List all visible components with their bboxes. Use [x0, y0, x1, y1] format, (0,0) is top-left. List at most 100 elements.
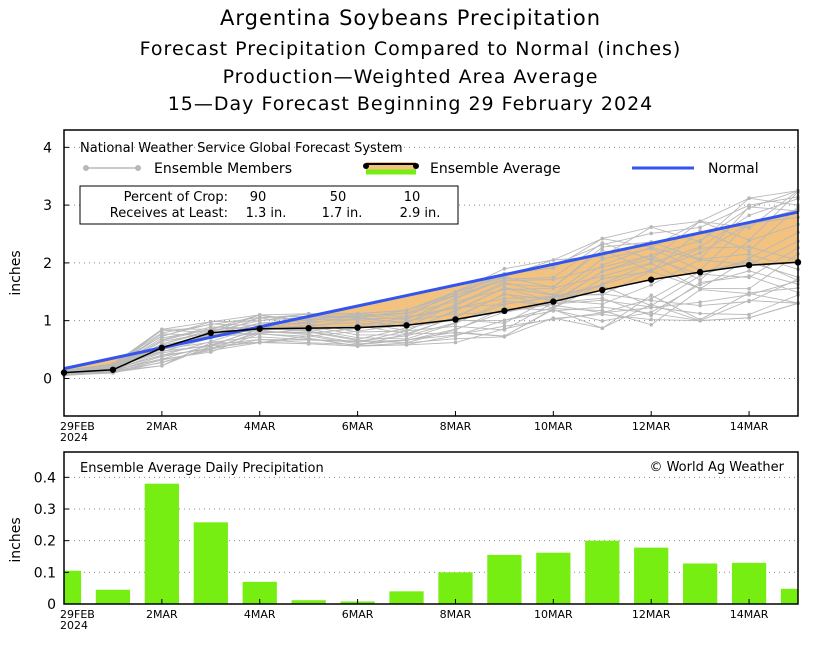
ensemble-member-point: [404, 315, 409, 320]
bottom-frame: [63, 451, 799, 605]
ensemble-member-point: [747, 312, 751, 317]
top-frame: [63, 129, 799, 417]
ensemble-member-line: [63, 280, 799, 376]
ensemble-member-point: [453, 308, 458, 313]
top-y-axis-label: inches: [8, 250, 24, 295]
crop-percent-box: [79, 185, 459, 225]
copyright: © World Ag Weather: [649, 460, 784, 475]
daily-bar: [389, 591, 424, 604]
daily-bar: [731, 562, 767, 604]
ensemble-member-point: [306, 340, 311, 345]
ensemble-member-line: [63, 190, 799, 373]
ensemble-member-point: [404, 329, 409, 333]
ensemble-member-point: [649, 283, 653, 287]
ensemble-member-point: [502, 292, 507, 297]
ensemble-member-point: [453, 333, 458, 337]
crop-row2-value-3: 2.9 in.: [400, 206, 441, 221]
ensemble-member-point: [698, 300, 702, 305]
ensemble-member-line: [63, 190, 799, 371]
chart-subtitle-2: Production—Weighted Area Average: [222, 66, 599, 88]
ensemble-member-point: [502, 286, 507, 290]
bottom-y-ticks: 0 0.1 0.2 0.3 0.4: [34, 470, 69, 613]
ensemble-member-point: [257, 335, 262, 339]
daily-bar: [242, 581, 277, 604]
ensemble-member-point: [698, 239, 702, 243]
ensemble-member-point: [747, 245, 751, 249]
x-tick-label: 6MAR: [342, 608, 374, 621]
ensemble-member-point: [649, 231, 653, 236]
ensemble-member-point: [600, 241, 605, 245]
ensemble-member-point: [160, 334, 164, 338]
ensemble-member-line: [63, 258, 799, 375]
y-tick-label: 4: [43, 140, 52, 156]
ensemble-member-point: [600, 293, 605, 297]
ensemble-member-point: [747, 205, 751, 209]
crop-row2-value-2: 1.7 in.: [322, 206, 363, 221]
crop-row2-label: Receives at Least:: [110, 206, 228, 221]
legend-source: National Weather Service Global Forecast…: [80, 141, 403, 156]
legend-average-swatch: [363, 162, 419, 175]
ensemble-member-point: [209, 340, 213, 345]
ensemble-member-point: [551, 285, 556, 290]
legend-members: Ensemble Members: [154, 161, 292, 177]
ensemble-member-point: [551, 317, 556, 322]
daily-bar: [487, 554, 522, 604]
crop-row1-value-3: 10: [404, 190, 421, 205]
daily-bar: [291, 600, 326, 604]
ensemble-member-point: [551, 293, 556, 297]
ensemble-member-point: [649, 293, 653, 298]
daily-bar: [95, 589, 131, 604]
ensemble-member-point: [600, 269, 605, 274]
ensemble-member-point: [747, 299, 751, 304]
ensemble-member-point: [355, 317, 360, 322]
ensemble-member-point: [649, 317, 653, 322]
crop-row1-label: Percent of Crop:: [124, 190, 228, 205]
ensemble-member-point: [453, 330, 458, 335]
x-tick-label: 14MAR: [730, 608, 769, 621]
ensemble-member-point: [698, 280, 702, 285]
ensemble-member-point: [453, 296, 458, 300]
ensemble-member-point: [502, 278, 507, 283]
ensemble-member-line: [63, 198, 799, 373]
ensemble-member-point: [747, 257, 751, 261]
ensemble-member-point: [453, 336, 458, 341]
ensemble-member-point: [600, 245, 605, 249]
ensemble-member-point: [453, 293, 458, 297]
ensemble-average-point: [403, 322, 410, 329]
ensemble-member-point: [355, 311, 360, 316]
ensemble-member-point: [600, 311, 605, 315]
ensemble-member-point: [306, 334, 311, 338]
ensemble-member-point: [209, 350, 213, 354]
chart-subtitle-3: 15—Day Forecast Beginning 29 February 20…: [167, 93, 654, 115]
chart-subtitle: Forecast Precipitation Compared to Norma…: [139, 38, 682, 60]
ensemble-member-point: [502, 266, 507, 271]
ensemble-member-point: [453, 327, 458, 332]
ensemble-member-point: [453, 312, 458, 316]
ensemble-member-point: [502, 321, 507, 326]
ensemble-member-point: [698, 251, 702, 255]
ensemble-member-point: [404, 308, 409, 313]
ensemble-member-point: [747, 196, 751, 200]
ensemble-member-point: [453, 340, 458, 345]
ensemble-member-point: [209, 322, 213, 326]
ensemble-member-point: [649, 257, 653, 261]
legend-average: Ensemble Average: [430, 161, 561, 177]
ensemble-member-point: [747, 238, 751, 242]
x-tick-label: 10MAR: [534, 420, 573, 433]
ensemble-member-point: [306, 321, 311, 326]
ensemble-average-line: [63, 261, 799, 374]
ensemble-average-point: [599, 286, 606, 294]
ensemble-average-point: [354, 324, 361, 331]
ensemble-member-point: [306, 319, 311, 323]
crop-row2-value-1: 1.3 in.: [246, 206, 287, 221]
ensemble-member-point: [649, 253, 653, 258]
ensemble-member-point: [453, 305, 458, 310]
ensemble-member-line: [63, 190, 799, 371]
ensemble-member-point: [600, 298, 605, 303]
daily-bar: [780, 588, 798, 604]
daily-bar: [585, 540, 620, 604]
ensemble-member-point: [747, 213, 751, 218]
ensemble-member-point: [502, 318, 507, 323]
daily-bar: [634, 547, 669, 604]
chart-title: Argentina Soybeans Precipitation: [219, 6, 602, 30]
